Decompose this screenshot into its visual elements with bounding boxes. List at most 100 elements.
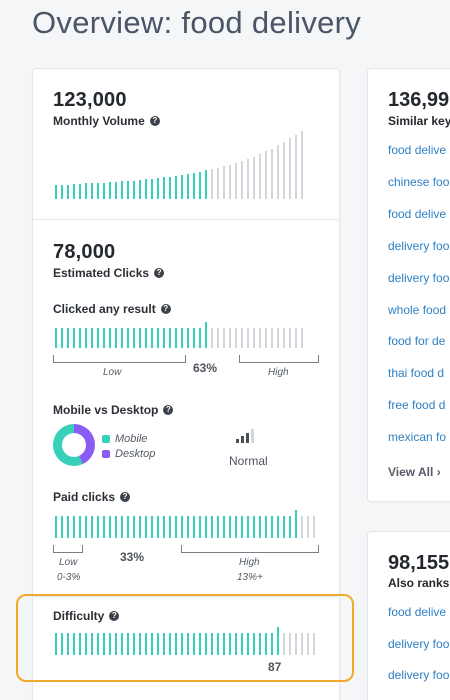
meter-bar: [301, 328, 303, 348]
volume-bar: [301, 131, 303, 199]
high-range-bracket: [239, 355, 319, 363]
difficulty-label: Difficulty ?: [53, 609, 120, 623]
keyword-link[interactable]: thai food d: [388, 366, 445, 381]
paid-percent: 33%: [120, 550, 145, 564]
volume-bar: [259, 154, 261, 199]
help-icon[interactable]: ?: [160, 304, 171, 314]
clicked-any-result-meter: [55, 322, 303, 348]
meter-bar: [289, 328, 291, 348]
meter-bar: [139, 633, 141, 655]
meter-bar: [79, 328, 81, 348]
meter-bar: [67, 516, 69, 538]
meter-bar: [253, 516, 255, 538]
similar-keywords-card: 136,99 Similar key food delive chinese fo…: [367, 68, 450, 502]
volume-bar: [289, 138, 291, 199]
help-icon[interactable]: ?: [163, 405, 174, 415]
view-all-text[interactable]: View All: [388, 465, 434, 479]
keyword-link[interactable]: whole food: [388, 302, 447, 317]
volume-bar: [145, 179, 147, 199]
keyword-link[interactable]: delivery foo: [388, 636, 450, 651]
volume-bar: [217, 168, 219, 199]
volume-bar: [235, 163, 237, 199]
meter-bar: [139, 516, 141, 538]
volume-bar: [55, 185, 57, 199]
meter-bar: [73, 516, 75, 538]
meter-bar: [163, 633, 165, 655]
meter-bar: [85, 633, 87, 655]
keyword-link[interactable]: food delive: [388, 206, 447, 221]
meter-bar: [283, 633, 285, 655]
volume-bar: [175, 176, 177, 199]
meter-bar: [55, 516, 57, 538]
meter-bar: [67, 328, 69, 348]
meter-bar: [133, 328, 135, 348]
meter-bar: [145, 516, 147, 538]
volume-bar: [241, 161, 243, 199]
keyword-link[interactable]: delivery foo: [388, 270, 450, 285]
volume-bar: [103, 183, 105, 199]
divider: [33, 219, 339, 220]
volume-bar: [187, 174, 189, 199]
meter-bar: [277, 516, 279, 538]
meter-bar: [91, 328, 93, 348]
clicked-percent: 63%: [193, 361, 218, 375]
volume-bar: [79, 184, 81, 199]
meter-bar: [283, 328, 285, 348]
help-icon[interactable]: ?: [120, 492, 131, 502]
meter-bar: [259, 516, 261, 538]
help-icon[interactable]: ?: [154, 268, 165, 278]
meter-bar: [109, 328, 111, 348]
meter-bar: [139, 328, 141, 348]
meter-bar: [187, 328, 189, 348]
difficulty-value: 87: [268, 660, 282, 674]
similar-label: Similar key: [388, 114, 450, 128]
meter-bar: [115, 516, 117, 538]
volume-bar: [295, 135, 297, 199]
volume-bar: [265, 151, 267, 199]
meter-bar: [217, 516, 219, 538]
desktop-swatch: [102, 450, 110, 458]
difficulty-text: Difficulty: [53, 609, 105, 623]
meter-bar: [151, 633, 153, 655]
meter-bar: [217, 328, 219, 348]
keyword-link[interactable]: delivery foo: [388, 238, 450, 253]
meter-bar: [169, 328, 171, 348]
help-icon[interactable]: ?: [109, 611, 120, 621]
meter-bar: [127, 516, 129, 538]
meter-bar: [157, 328, 159, 348]
keyword-link[interactable]: chinese foo: [388, 174, 450, 189]
volume-bar: [85, 183, 87, 199]
meter-bar: [73, 633, 75, 655]
meter-bar: [109, 633, 111, 655]
clicked-any-result-text: Clicked any result: [53, 302, 156, 316]
volume-bar: [73, 184, 75, 199]
keyword-link[interactable]: free food d: [388, 398, 446, 413]
meter-bar: [217, 633, 219, 655]
also-ranks-card: 98,155 Also ranks food delive delivery fo…: [367, 531, 450, 700]
help-icon[interactable]: ?: [149, 116, 160, 126]
keyword-link[interactable]: food for de: [388, 334, 446, 349]
view-all-link[interactable]: View All ›: [388, 465, 441, 479]
keyword-link[interactable]: delivery foo: [388, 668, 450, 682]
meter-bar: [265, 516, 267, 538]
meter-bar: [271, 633, 273, 655]
meter-bar: [265, 633, 267, 655]
keyword-link[interactable]: food delive: [388, 143, 447, 157]
paid-low-range: 0-3%: [57, 572, 81, 583]
meter-bar: [295, 510, 297, 538]
meter-bar: [211, 516, 213, 538]
meter-bar: [271, 328, 273, 348]
keyword-link[interactable]: mexican fo: [388, 430, 447, 445]
volume-bar: [253, 157, 255, 199]
meter-bar: [199, 328, 201, 348]
keyword-link[interactable]: food delive: [388, 605, 447, 619]
meter-bar: [229, 516, 231, 538]
meter-bar: [79, 516, 81, 538]
volume-bar: [115, 182, 117, 199]
meter-bar: [121, 328, 123, 348]
paid-clicks-meter: [55, 510, 315, 538]
meter-bar: [301, 516, 303, 538]
meter-bar: [163, 328, 165, 348]
meter-bar: [133, 516, 135, 538]
meter-bar: [193, 633, 195, 655]
